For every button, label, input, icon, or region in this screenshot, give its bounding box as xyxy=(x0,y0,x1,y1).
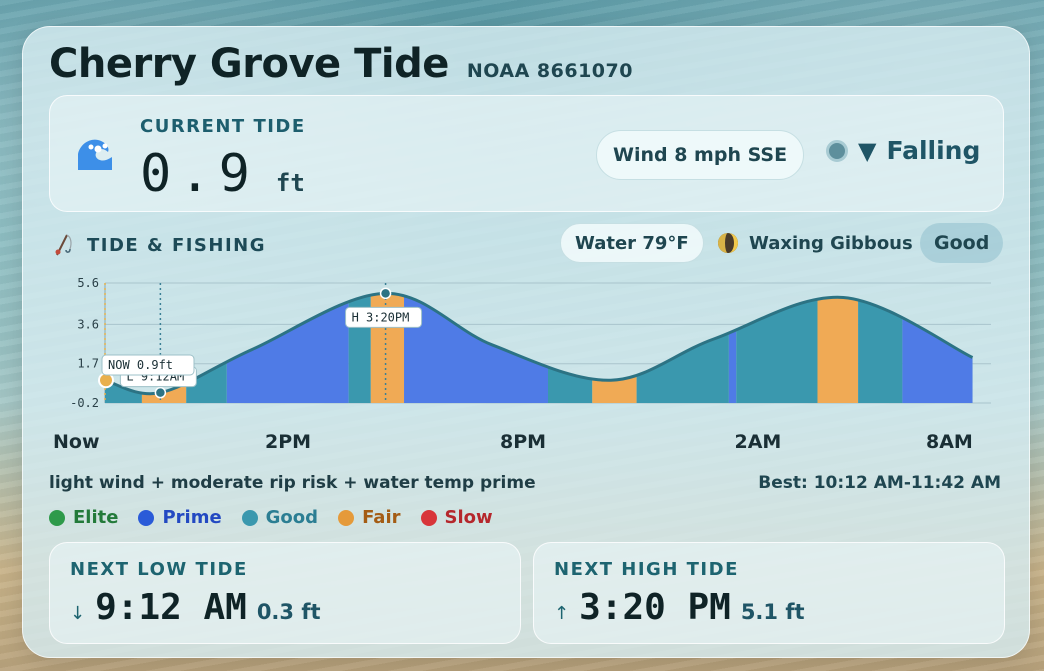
moon-phase-label: Waxing Gibbous xyxy=(749,232,913,254)
high-tide-label: H 3:20PM xyxy=(352,310,410,324)
y-tick-label: 3.6 xyxy=(77,317,99,331)
y-tick-label: 5.6 xyxy=(77,276,99,290)
conditions-summary: light wind + moderate rip risk + water t… xyxy=(49,473,536,493)
band-prime xyxy=(728,293,737,403)
now-label: NOW 0.9ft xyxy=(108,358,173,372)
band-good xyxy=(548,293,593,403)
high-tide-label-box xyxy=(345,306,423,328)
legend-label: Good xyxy=(265,507,319,528)
band-prime xyxy=(226,293,349,403)
next-high-tide-card: NEXT HIGH TIDE ↑ 3:20 PM 5.1 ft xyxy=(533,542,1005,644)
legend-item-fair: Fair xyxy=(338,507,401,528)
legend-dot-good xyxy=(241,509,258,526)
x-tick-label: 8AM xyxy=(926,431,973,453)
x-tick-label: Now xyxy=(53,431,100,453)
high-tide-point xyxy=(379,287,392,300)
fishing-rating-badge: Good xyxy=(920,223,1004,263)
up-arrow-icon: ↑ xyxy=(554,603,570,624)
tide-fishing-header: TIDE & FISHING xyxy=(53,233,266,257)
wind-pill: Wind 8 mph SSE xyxy=(596,130,805,180)
next-low-height: 0.3 ft xyxy=(256,600,321,624)
next-high-label: NEXT HIGH TIDE xyxy=(554,559,739,580)
current-tide-panel: CURRENT TIDE 0.9 ft Wind 8 mph SSE ▼ Fal… xyxy=(49,95,1004,212)
current-tide-unit: ft xyxy=(275,169,305,197)
tide-card: Cherry Grove Tide NOAA 8661070 CURRENT T… xyxy=(22,26,1030,658)
next-low-tide-card: NEXT LOW TIDE ↓ 9:12 AM 0.3 ft xyxy=(49,542,521,644)
current-tide-label: CURRENT TIDE xyxy=(140,116,306,137)
tide-trend: ▼ Falling xyxy=(826,136,980,165)
trend-label: Falling xyxy=(886,136,981,165)
page-title: Cherry Grove Tide xyxy=(49,41,449,87)
band-fair xyxy=(370,293,405,403)
next-high-row: ↑ 3:20 PM 5.1 ft xyxy=(554,587,805,628)
legend-dot-elite xyxy=(49,509,65,526)
legend-item-elite: Elite xyxy=(49,507,118,528)
legend-dot-slow xyxy=(420,509,437,526)
band-prime xyxy=(902,293,973,403)
moon-phase: Waxing Gibbous xyxy=(717,232,913,254)
tide-fishing-label: TIDE & FISHING xyxy=(87,234,267,256)
legend-label: Elite xyxy=(73,507,119,528)
next-low-row: ↓ 9:12 AM 0.3 ft xyxy=(70,587,321,628)
rating-bands xyxy=(105,283,980,403)
y-tick-label: -0.2 xyxy=(70,396,99,410)
legend-label: Prime xyxy=(162,507,222,528)
y-tick-label: 1.7 xyxy=(77,357,99,371)
down-triangle-icon: ▼ xyxy=(858,136,877,165)
band-good xyxy=(636,293,729,403)
band-fair xyxy=(817,293,859,403)
x-tick-label: 2PM xyxy=(265,431,312,453)
legend-dot-fair xyxy=(338,509,355,526)
moon-icon xyxy=(718,233,738,253)
fishing-pole-icon xyxy=(55,234,72,256)
low-tide-point xyxy=(154,386,167,399)
legend-item-prime: Prime xyxy=(138,507,222,528)
next-high-height: 5.1 ft xyxy=(740,600,805,624)
legend-label: Fair xyxy=(362,507,401,528)
rating-legend: Elite Prime Good Fair Slow xyxy=(49,507,493,528)
next-low-label: NEXT LOW TIDE xyxy=(70,559,248,580)
legend-item-slow: Slow xyxy=(420,507,493,528)
legend-label: Slow xyxy=(444,507,493,528)
station-id: NOAA 8661070 xyxy=(466,60,633,82)
header: Cherry Grove Tide NOAA 8661070 xyxy=(49,41,633,87)
band-fair xyxy=(592,293,637,403)
current-tide-number: 0.9 xyxy=(140,144,258,204)
now-label-box xyxy=(101,354,195,376)
next-high-time: 3:20 PM xyxy=(579,587,731,628)
band-good xyxy=(973,283,980,403)
next-low-time: 9:12 AM xyxy=(95,587,247,628)
down-arrow-icon: ↓ xyxy=(70,603,86,624)
tide-curve xyxy=(104,291,974,396)
wave-icon xyxy=(78,139,112,170)
legend-item-good: Good xyxy=(241,507,319,528)
x-tick-label: 2AM xyxy=(734,431,782,453)
current-tide-value: 0.9 ft xyxy=(140,144,305,204)
x-tick-label: 8PM xyxy=(500,431,547,453)
band-prime xyxy=(404,293,548,403)
water-temp-pill: Water 79°F xyxy=(560,223,704,263)
legend-dot-prime xyxy=(138,509,155,526)
x-axis: Now 2PM 8PM 2AM 8AM xyxy=(53,431,1003,455)
trend-status-dot xyxy=(826,139,848,162)
best-window: Best: 10:12 AM-11:42 AM xyxy=(758,473,1001,493)
